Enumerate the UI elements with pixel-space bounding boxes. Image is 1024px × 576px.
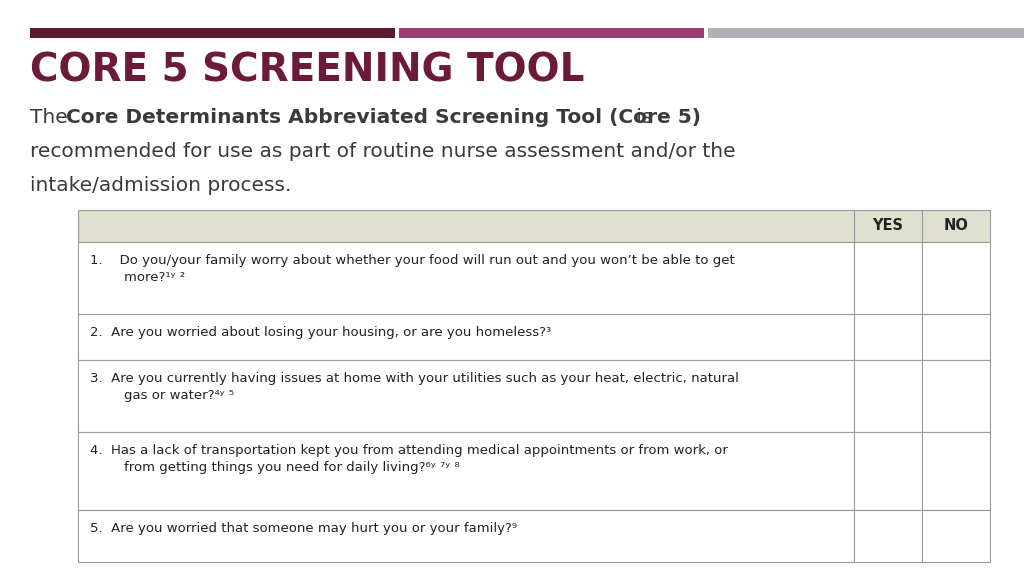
Text: 1.    Do you/your family worry about whether your food will run out and you won’: 1. Do you/your family worry about whethe… xyxy=(90,254,735,284)
Text: recommended for use as part of routine nurse assessment and/or the: recommended for use as part of routine n… xyxy=(30,142,735,161)
Bar xyxy=(922,314,990,360)
Bar xyxy=(854,510,922,562)
Bar xyxy=(854,242,922,314)
Text: intake/admission process.: intake/admission process. xyxy=(30,176,292,195)
Text: NO: NO xyxy=(943,218,969,233)
Bar xyxy=(30,28,395,38)
Bar xyxy=(78,432,854,510)
Bar xyxy=(78,360,854,432)
Bar xyxy=(708,28,1024,38)
Text: 3.  Are you currently having issues at home with your utilities such as your hea: 3. Are you currently having issues at ho… xyxy=(90,372,739,402)
Bar xyxy=(78,210,990,242)
Text: The: The xyxy=(30,108,74,127)
Text: Core Determinants Abbreviated Screening Tool (Core 5): Core Determinants Abbreviated Screening … xyxy=(66,108,701,127)
Bar xyxy=(922,510,990,562)
Bar xyxy=(78,314,854,360)
Bar xyxy=(854,432,922,510)
Bar xyxy=(78,242,854,314)
Text: 2.  Are you worried about losing your housing, or are you homeless?³: 2. Are you worried about losing your hou… xyxy=(90,326,551,339)
Bar xyxy=(922,360,990,432)
Bar xyxy=(854,314,922,360)
Bar xyxy=(922,432,990,510)
Text: YES: YES xyxy=(872,218,903,233)
Text: 5.  Are you worried that someone may hurt you or your family?⁹: 5. Are you worried that someone may hurt… xyxy=(90,522,517,535)
Text: CORE 5 SCREENING TOOL: CORE 5 SCREENING TOOL xyxy=(30,52,585,90)
Bar xyxy=(922,242,990,314)
Bar xyxy=(399,28,705,38)
Text: is: is xyxy=(630,108,652,127)
Text: 4.  Has a lack of transportation kept you from attending medical appointments or: 4. Has a lack of transportation kept you… xyxy=(90,444,728,474)
Bar xyxy=(78,510,854,562)
Bar xyxy=(854,360,922,432)
